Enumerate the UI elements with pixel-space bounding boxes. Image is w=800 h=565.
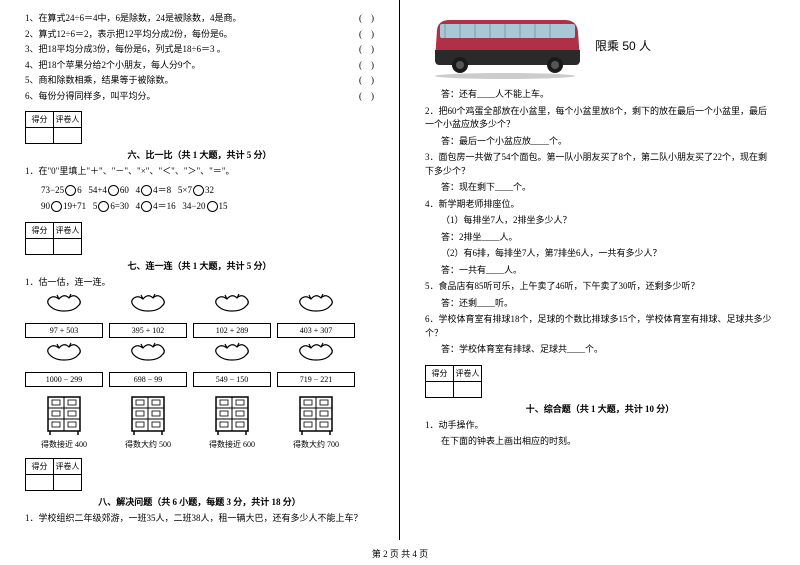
- cabinet-item: 得数大约 700: [277, 395, 355, 450]
- q4-1: （1）每排坐7人，2排坐多少人？: [425, 214, 775, 228]
- judgment-line: 6、每份分得同样多，叫平均分。( ): [25, 90, 374, 104]
- q5-answer: 答：还剩____听。: [425, 297, 775, 311]
- compare-row-1: 73−256 54+460 44＝8 5×732: [25, 182, 374, 198]
- q4: 4．新学期老师排座位。: [425, 198, 775, 212]
- score-table: 得分评卷人: [25, 458, 82, 491]
- section-7-intro: 1．估一估，连一连。: [25, 276, 374, 290]
- q3-answer: 答：现在剩下____个。: [425, 181, 775, 195]
- cabinet-item: 得数接近 600: [193, 395, 271, 450]
- judgment-line: 3、把18平均分成3份，每份是6，列式是18÷6＝3 。( ): [25, 43, 374, 57]
- judgment-line: 2、算式12÷6＝2，表示把12平均分成2份，每份是6。( ): [25, 28, 374, 42]
- section-8-title: 八、解决问题（共 6 小题，每题 3 分，共计 18 分）: [25, 495, 374, 508]
- q2-answer: 答：最后一个小盆应放____个。: [425, 135, 775, 149]
- dove-item: 102 + 289: [193, 293, 271, 338]
- q3: 3．面包房一共做了54个面包。第一队小朋友买了8个，第二队小朋友买了22个，现在…: [425, 151, 775, 178]
- section-10-q1: 1．动手操作。: [425, 419, 775, 433]
- section-6-intro: 1．在"0"里填上"＋"、"－"、"×"、"＜"、"＞"、"＝"。: [25, 165, 374, 179]
- section-10-title: 十、综合题（共 1 大题，共计 10 分）: [425, 402, 775, 415]
- grader-label: 评卷人: [54, 112, 82, 128]
- judgment-line: 4、把18个苹果分给2个小朋友，每人分9个。( ): [25, 59, 374, 73]
- score-table: 得分评卷人: [25, 111, 82, 144]
- dove-item: 1000 − 299: [25, 342, 103, 387]
- section-6-title: 六、比一比（共 1 大题，共计 5 分）: [25, 148, 374, 161]
- bus-capacity-text: 限乘 50 人: [595, 37, 651, 54]
- bus-icon: [425, 10, 585, 80]
- score-table: 得分评卷人: [425, 365, 482, 398]
- cabinet-item: 得数接近 400: [25, 395, 103, 450]
- dove-item: 719 − 221: [277, 342, 355, 387]
- section-8-q1: 1．学校组织二年级郊游，一班35人，二班38人，租一辆大巴，还有多少人不能上车？: [25, 512, 374, 526]
- q2: 2．把60个鸡蛋全部放在小盆里，每个小盆里放8个，剩下的放在最后一个小盆里，最后…: [425, 105, 775, 132]
- score-table: 得分评卷人: [25, 222, 82, 255]
- dove-item: 698 − 99: [109, 342, 187, 387]
- q6: 6．学校体育室有排球18个，足球的个数比排球多15个，学校体育室有排球、足球共多…: [425, 313, 775, 340]
- cabinet-item: 得数大约 500: [109, 395, 187, 450]
- dove-item: 395 + 102: [109, 293, 187, 338]
- score-label: 得分: [26, 112, 54, 128]
- section-7-title: 七、连一连（共 1 大题，共计 5 分）: [25, 259, 374, 272]
- q5: 5．食品店有85听可乐，上午卖了46听，下午卖了30听，还剩多少听？: [425, 280, 775, 294]
- q4-2: （2）有6排，每排坐7人，第7排坐6人，一共有多少人？: [425, 247, 775, 261]
- dove-item: 403 + 307: [277, 293, 355, 338]
- dove-item: 549 − 150: [193, 342, 271, 387]
- q6-answer: 答：学校体育室有排球、足球共____个。: [425, 343, 775, 357]
- q4-2-answer: 答：一共有____人。: [425, 264, 775, 278]
- compare-row-2: 9019+71 56=30 44＝16 34−2015: [25, 198, 374, 214]
- dove-item: 97 + 503: [25, 293, 103, 338]
- section-10-q1-text: 在下面的钟表上画出相应的时刻。: [425, 435, 775, 449]
- judgment-line: 1、在算式24÷6＝4中，6是除数，24是被除数，4是商。( ): [25, 12, 374, 26]
- q1-answer: 答：还有____人不能上车。: [425, 88, 775, 102]
- page-footer: 第 2 页 共 4 页: [0, 547, 800, 560]
- judgment-line: 5、商和除数相乘，结果等于被除数。( ): [25, 74, 374, 88]
- q4-1-answer: 答：2排坐____人。: [425, 231, 775, 245]
